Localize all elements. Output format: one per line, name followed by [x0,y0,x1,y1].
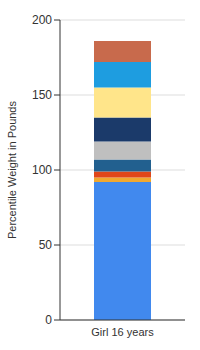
svg-text:100: 100 [32,163,52,177]
svg-text:Percentile Weight in Pounds: Percentile Weight in Pounds [8,101,18,239]
svg-text:200: 200 [32,13,52,27]
svg-text:150: 150 [32,88,52,102]
svg-text:0: 0 [45,313,52,327]
svg-text:Girl 16 years: Girl 16 years [91,326,154,338]
svg-text:50: 50 [39,238,53,252]
